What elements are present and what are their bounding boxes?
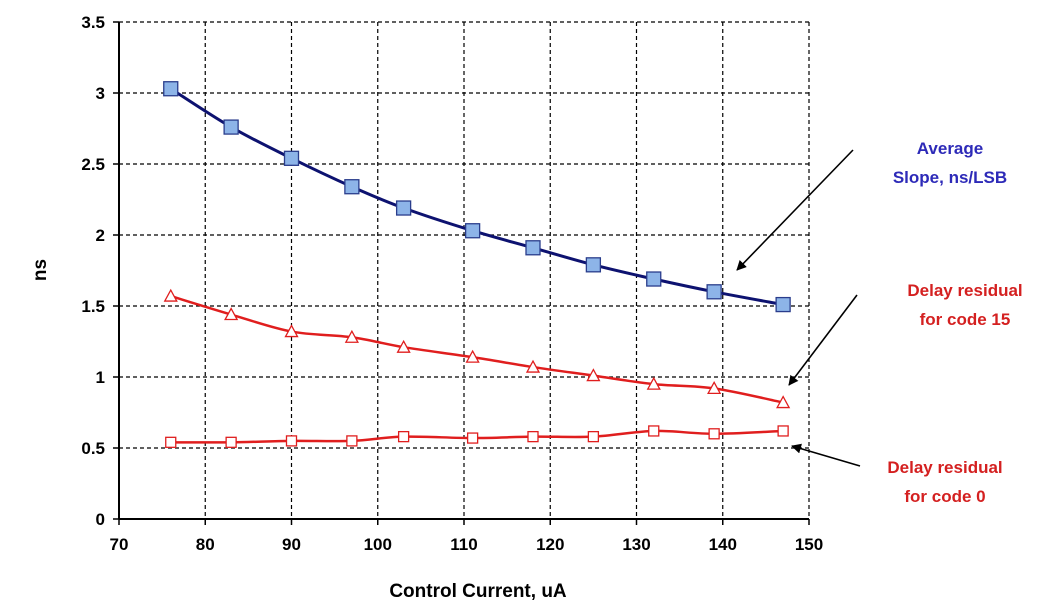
series-3 <box>165 425 789 448</box>
annotation-text: for code 15 <box>920 310 1011 329</box>
y-tick-label: 3 <box>96 84 105 103</box>
annotation-2: Delay residual for code 15 <box>788 281 1023 386</box>
data-point <box>285 435 298 447</box>
y-axis-title: ns <box>30 259 51 281</box>
series-line <box>170 294 784 404</box>
axis-titles: Control Current, uA ns <box>30 259 567 602</box>
y-tick-label: 2 <box>96 226 105 245</box>
x-tick-label: 70 <box>110 535 129 554</box>
data-point <box>163 81 179 97</box>
data-point <box>396 339 411 353</box>
y-tick-label: 1.5 <box>81 297 105 316</box>
data-point <box>346 435 358 447</box>
data-point <box>646 376 661 390</box>
data-point <box>464 223 481 239</box>
series-line <box>169 87 784 307</box>
data-point <box>587 430 600 443</box>
series-group <box>163 81 791 448</box>
data-point <box>165 436 177 448</box>
data-point <box>466 432 479 444</box>
data-point <box>283 150 300 166</box>
annotation-arrow <box>736 149 854 271</box>
x-axis-title: Control Current, uA <box>389 581 567 602</box>
annotation-text: Average <box>917 139 983 158</box>
annotation-1: Average Slope, ns/LSB <box>736 139 1007 271</box>
data-point <box>777 425 789 437</box>
annotation-arrow <box>788 294 858 386</box>
data-point <box>646 271 662 287</box>
tick-labels: 70 80 90 100 110 120 130 140 150 0 0.5 1 1.5 2 2.5 3 3.5 <box>81 13 823 554</box>
data-point <box>775 296 791 313</box>
data-point <box>344 179 360 195</box>
annotation-text: Delay residual <box>907 281 1022 300</box>
annotation-text: Slope, ns/LSB <box>893 168 1007 187</box>
grid <box>119 21 810 519</box>
data-point <box>344 329 359 343</box>
x-tick-label: 140 <box>709 535 737 554</box>
data-point <box>163 288 178 302</box>
data-point <box>648 425 660 437</box>
y-tick-label: 3.5 <box>81 13 105 32</box>
x-tick-label: 100 <box>364 535 392 554</box>
data-point <box>706 284 722 300</box>
data-point <box>525 359 541 373</box>
annotation-arrow <box>791 443 861 467</box>
data-point <box>585 257 602 273</box>
x-tick-label: 110 <box>450 535 477 554</box>
series-2 <box>163 288 791 409</box>
data-point <box>224 307 239 321</box>
annotation-3: Delay residual for code 0 <box>791 443 1003 506</box>
y-tick-label: 1 <box>96 368 105 387</box>
x-tick-label: 120 <box>536 535 564 554</box>
x-tick-label: 130 <box>622 535 650 554</box>
data-point <box>527 430 539 443</box>
data-point <box>586 368 601 382</box>
data-point <box>225 436 237 448</box>
annotations: Average Slope, ns/LSB Delay residual for co… <box>736 139 1023 506</box>
y-tick-label: 0 <box>96 510 105 529</box>
x-tick-label: 150 <box>795 535 823 554</box>
y-tick-label: 0.5 <box>81 439 105 458</box>
data-point <box>284 324 299 338</box>
x-tick-label: 90 <box>282 535 301 554</box>
annotation-text: Delay residual <box>887 458 1002 477</box>
data-point <box>397 430 410 443</box>
data-point <box>465 349 480 363</box>
data-point <box>776 395 791 409</box>
series-1 <box>163 81 791 313</box>
y-tick-label: 2.5 <box>81 155 105 174</box>
data-point <box>223 119 239 135</box>
data-point <box>395 200 412 216</box>
data-point <box>707 381 722 395</box>
annotation-text: for code 0 <box>904 487 985 506</box>
axes <box>113 21 810 525</box>
data-point <box>708 428 720 440</box>
data-point <box>525 240 541 256</box>
x-tick-label: 80 <box>196 535 215 554</box>
